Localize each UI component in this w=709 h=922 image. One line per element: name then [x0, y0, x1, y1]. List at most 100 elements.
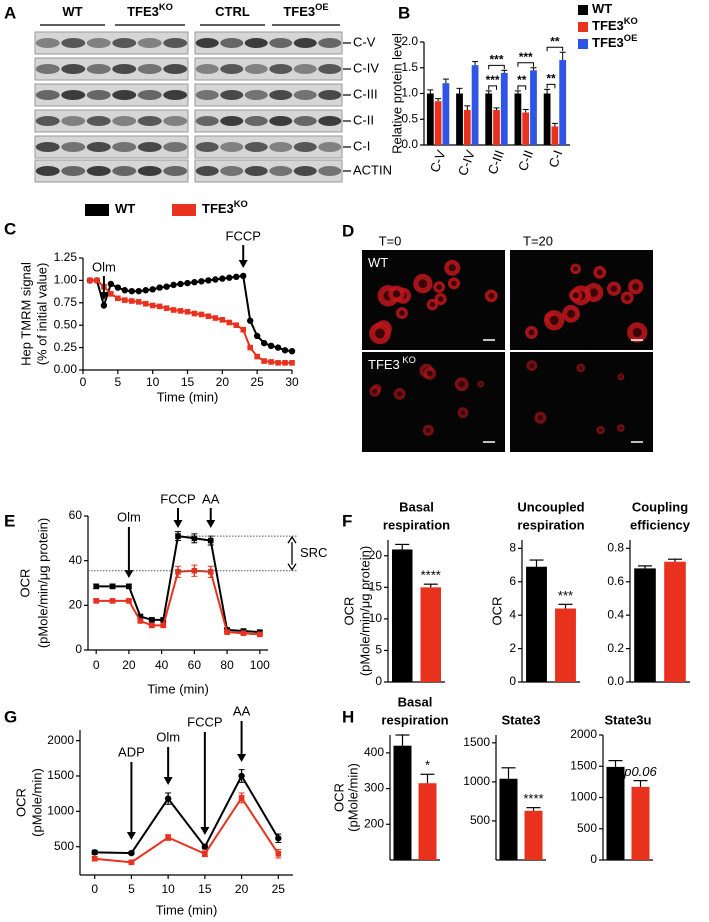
blot-band [195, 142, 219, 152]
blot-group-label-text: TFE3 [127, 4, 159, 19]
cell-nucleus [619, 375, 623, 379]
chart-title: State3 [501, 712, 540, 727]
point [93, 598, 99, 604]
x-tick-label: 10 [146, 375, 160, 389]
x-tick-label: 25 [272, 882, 286, 896]
x-tick-label: 0 [93, 658, 100, 672]
panel-label: B [398, 3, 410, 22]
point [100, 302, 108, 309]
cell-nucleus [479, 382, 483, 386]
y-tick-label: 0.0 [607, 674, 624, 688]
image-row-label: TFE3 KO [368, 355, 416, 372]
point [149, 286, 156, 293]
y-tick-label: 20 [69, 598, 83, 612]
blot-band [293, 116, 317, 126]
cell-nucleus [375, 328, 385, 339]
significance-bracket [488, 85, 497, 90]
blot-group-label-sup: KO [159, 2, 173, 12]
blot-band [137, 64, 162, 74]
blot-band [163, 64, 188, 74]
y-tick-label: 0.25 [54, 340, 78, 354]
legend-label-sup: OE [624, 33, 638, 43]
point [274, 344, 282, 351]
chart-title: Coupling [632, 499, 688, 514]
blot-band [137, 116, 162, 126]
point [177, 308, 184, 314]
point [149, 617, 155, 623]
y-axis-label: OCR [17, 569, 32, 598]
chart-title: efficiency [630, 517, 691, 532]
bar [551, 126, 559, 145]
x-axis-label: Time (min) [157, 389, 219, 404]
y-tick-label: 0.2 [607, 641, 624, 655]
point [156, 284, 163, 291]
cell-nucleus [619, 426, 623, 430]
y-tick-label: 500 [470, 813, 490, 827]
blot-band [244, 116, 268, 126]
blot-band [318, 166, 342, 176]
annotation: Olm [156, 729, 180, 744]
blot-strip [34, 135, 189, 159]
significance-label: *** [486, 73, 500, 87]
point [198, 278, 205, 285]
y-tick-label: 1500 [463, 735, 490, 749]
y-tick-label: 200 [364, 816, 384, 830]
blot-band [220, 90, 244, 100]
x-tick-label: 100 [250, 658, 270, 672]
y-tick-label: 1.25 [54, 250, 78, 264]
legend-swatch [578, 22, 588, 32]
blot-band [35, 90, 60, 100]
legend-label-text: TFE3 [202, 201, 234, 216]
chart-title: Basal [398, 694, 433, 709]
bar [493, 109, 500, 145]
point [207, 537, 214, 544]
cell-nucleus [437, 296, 444, 302]
point [170, 307, 177, 313]
point [247, 344, 253, 351]
x-axis-label: Time (min) [147, 681, 209, 696]
bar [420, 587, 442, 682]
blot-band [86, 90, 111, 100]
y-tick-label: 2000 [570, 727, 597, 741]
panel-label: H [342, 707, 354, 726]
point [212, 276, 219, 283]
point [149, 622, 155, 629]
blot-band [137, 90, 162, 100]
y-tick-label: 60 [69, 508, 83, 522]
y-tick-label: 2 [509, 641, 516, 655]
blot-band [195, 116, 219, 126]
blot-row-label: C-II [353, 112, 374, 127]
annotation-arrow-head [206, 520, 216, 528]
panel-label: E [4, 511, 15, 530]
blot-strip [34, 109, 189, 133]
chart-title: respiration [381, 712, 448, 727]
point [233, 322, 240, 328]
cell-nucleus [598, 428, 603, 432]
x-tick-label: 60 [188, 658, 202, 672]
legend-label: WT [115, 201, 135, 216]
x-tick-label: 0 [91, 882, 98, 896]
blot-band [86, 38, 111, 48]
legend-label-sup: KO [234, 199, 248, 209]
point [135, 299, 142, 305]
x-tick-label: C-I [545, 148, 565, 169]
blot-band [61, 38, 86, 48]
x-tick-label: 0 [80, 375, 87, 389]
point [126, 583, 132, 590]
blot-band [195, 64, 219, 74]
y-tick-label: 500 [577, 821, 597, 835]
cell-nucleus [460, 410, 466, 416]
cell-nucleus [567, 309, 576, 318]
bar [434, 101, 442, 145]
legend-label-text: TFE3 [592, 18, 624, 33]
point [170, 281, 177, 289]
significance-label: **** [523, 791, 543, 806]
panel-label: D [342, 221, 354, 240]
legend-label: TFE3KO [592, 16, 638, 33]
point [121, 287, 128, 294]
cell-nucleus [458, 381, 465, 388]
y-tick-label: 2.0 [401, 34, 418, 48]
annotation: Olm [92, 259, 116, 274]
